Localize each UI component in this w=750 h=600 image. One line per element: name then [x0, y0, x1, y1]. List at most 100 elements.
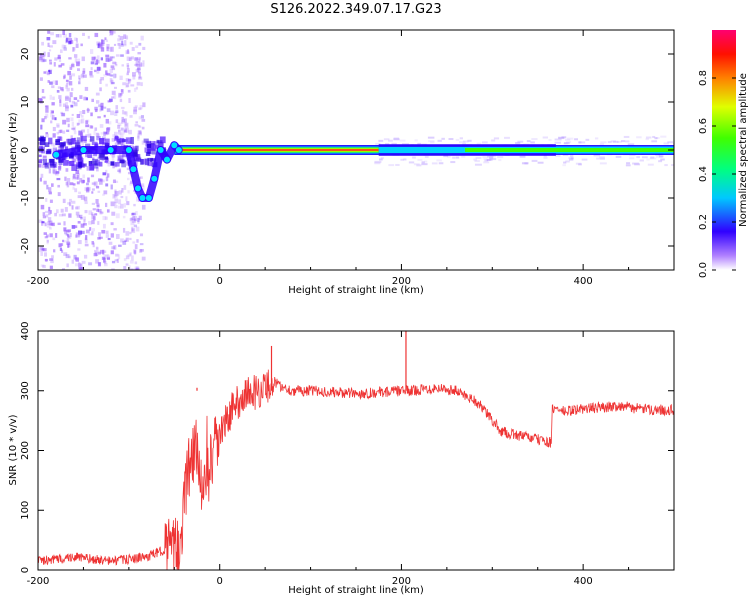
noise-speckle [39, 98, 43, 104]
noise-speckle [57, 86, 61, 89]
noise-speckle [85, 97, 89, 101]
noise-speckle [78, 262, 81, 267]
noise-speckle [437, 139, 442, 142]
noise-speckle [114, 201, 117, 206]
noise-speckle [475, 156, 482, 159]
noise-speckle [76, 122, 79, 126]
noise-speckle [76, 58, 81, 61]
noise-speckle [57, 54, 61, 59]
noise-speckle [138, 116, 142, 120]
noise-speckle [48, 137, 53, 145]
noise-speckle [132, 72, 136, 77]
noise-speckle [531, 138, 538, 141]
noise-speckle [55, 80, 58, 85]
frequency-track [52, 141, 183, 202]
noise-speckle [67, 70, 72, 76]
noise-speckle [71, 259, 75, 264]
noise-speckle [596, 157, 600, 160]
noise-speckle [139, 243, 144, 246]
noise-speckle [620, 140, 626, 143]
noise-speckle [436, 159, 442, 162]
noise-speckle [448, 138, 454, 141]
noise-speckle [73, 130, 77, 135]
noise-speckle [129, 182, 133, 186]
noise-speckle [73, 97, 78, 100]
noise-speckle [100, 47, 105, 52]
noise-speckle [557, 136, 565, 139]
spectrogram-x-label: Height of straight line (km) [288, 285, 424, 296]
noise-speckle [131, 143, 134, 149]
noise-speckle [498, 159, 502, 162]
noise-speckle [121, 119, 124, 124]
noise-speckle [71, 205, 74, 210]
noise-speckle [51, 117, 54, 120]
noise-speckle [125, 255, 130, 260]
noise-speckle [110, 79, 114, 85]
noise-speckle [112, 61, 117, 65]
noise-speckle [46, 184, 49, 190]
noise-speckle [84, 140, 87, 144]
noise-speckle [416, 164, 422, 167]
noise-speckle [82, 174, 86, 179]
noise-speckle [74, 145, 79, 149]
noise-speckle [106, 257, 110, 260]
noise-speckle [421, 161, 425, 164]
noise-speckle [93, 163, 99, 169]
noise-speckle [103, 254, 108, 259]
noise-speckle [118, 92, 122, 98]
noise-speckle [447, 155, 451, 158]
noise-speckle [119, 35, 124, 40]
noise-speckle [530, 141, 535, 144]
noise-speckle [117, 35, 121, 38]
noise-speckle [85, 143, 91, 148]
noise-speckle [110, 74, 114, 77]
noise-speckle [83, 139, 87, 143]
noise-speckle [656, 136, 660, 139]
noise-speckle [126, 62, 129, 67]
noise-speckle [122, 150, 127, 158]
noise-speckle [43, 232, 47, 235]
noise-speckle [105, 176, 109, 182]
noise-speckle [378, 139, 384, 142]
noise-speckle [41, 89, 45, 93]
noise-speckle [642, 156, 648, 159]
noise-speckle [119, 75, 123, 80]
noise-speckle [117, 155, 124, 161]
noise-speckle [71, 63, 75, 68]
noise-speckle [138, 130, 142, 135]
noise-speckle [67, 243, 70, 248]
noise-speckle [48, 168, 52, 174]
noise-speckle [44, 105, 48, 108]
noise-speckle [59, 99, 62, 104]
noise-speckle [133, 87, 137, 92]
noise-speckle [46, 224, 51, 228]
noise-speckle [110, 222, 114, 226]
noise-speckle [88, 233, 92, 236]
noise-speckle [90, 61, 94, 65]
noise-speckle [134, 244, 138, 250]
noise-speckle [69, 75, 72, 80]
noise-speckle [46, 36, 51, 41]
noise-speckle [138, 74, 141, 79]
noise-speckle [139, 176, 143, 179]
noise-speckle [75, 206, 79, 210]
noise-speckle [136, 239, 139, 243]
noise-speckle [92, 157, 95, 160]
noise-speckle [75, 43, 79, 48]
noise-speckle [145, 140, 151, 147]
noise-speckle [131, 227, 136, 233]
noise-speckle [75, 169, 80, 175]
noise-speckle [102, 215, 107, 221]
noise-speckle [59, 129, 63, 133]
noise-speckle [130, 212, 135, 216]
noise-speckle [48, 68, 53, 72]
y-tick-label: -10 [20, 190, 31, 206]
noise-speckle [65, 107, 69, 112]
noise-speckle [129, 252, 132, 256]
noise-speckle [68, 235, 72, 239]
noise-speckle [63, 221, 66, 226]
noise-speckle [594, 137, 599, 140]
noise-speckle [135, 266, 140, 270]
noise-speckle [42, 155, 47, 159]
noise-speckle [135, 68, 139, 73]
